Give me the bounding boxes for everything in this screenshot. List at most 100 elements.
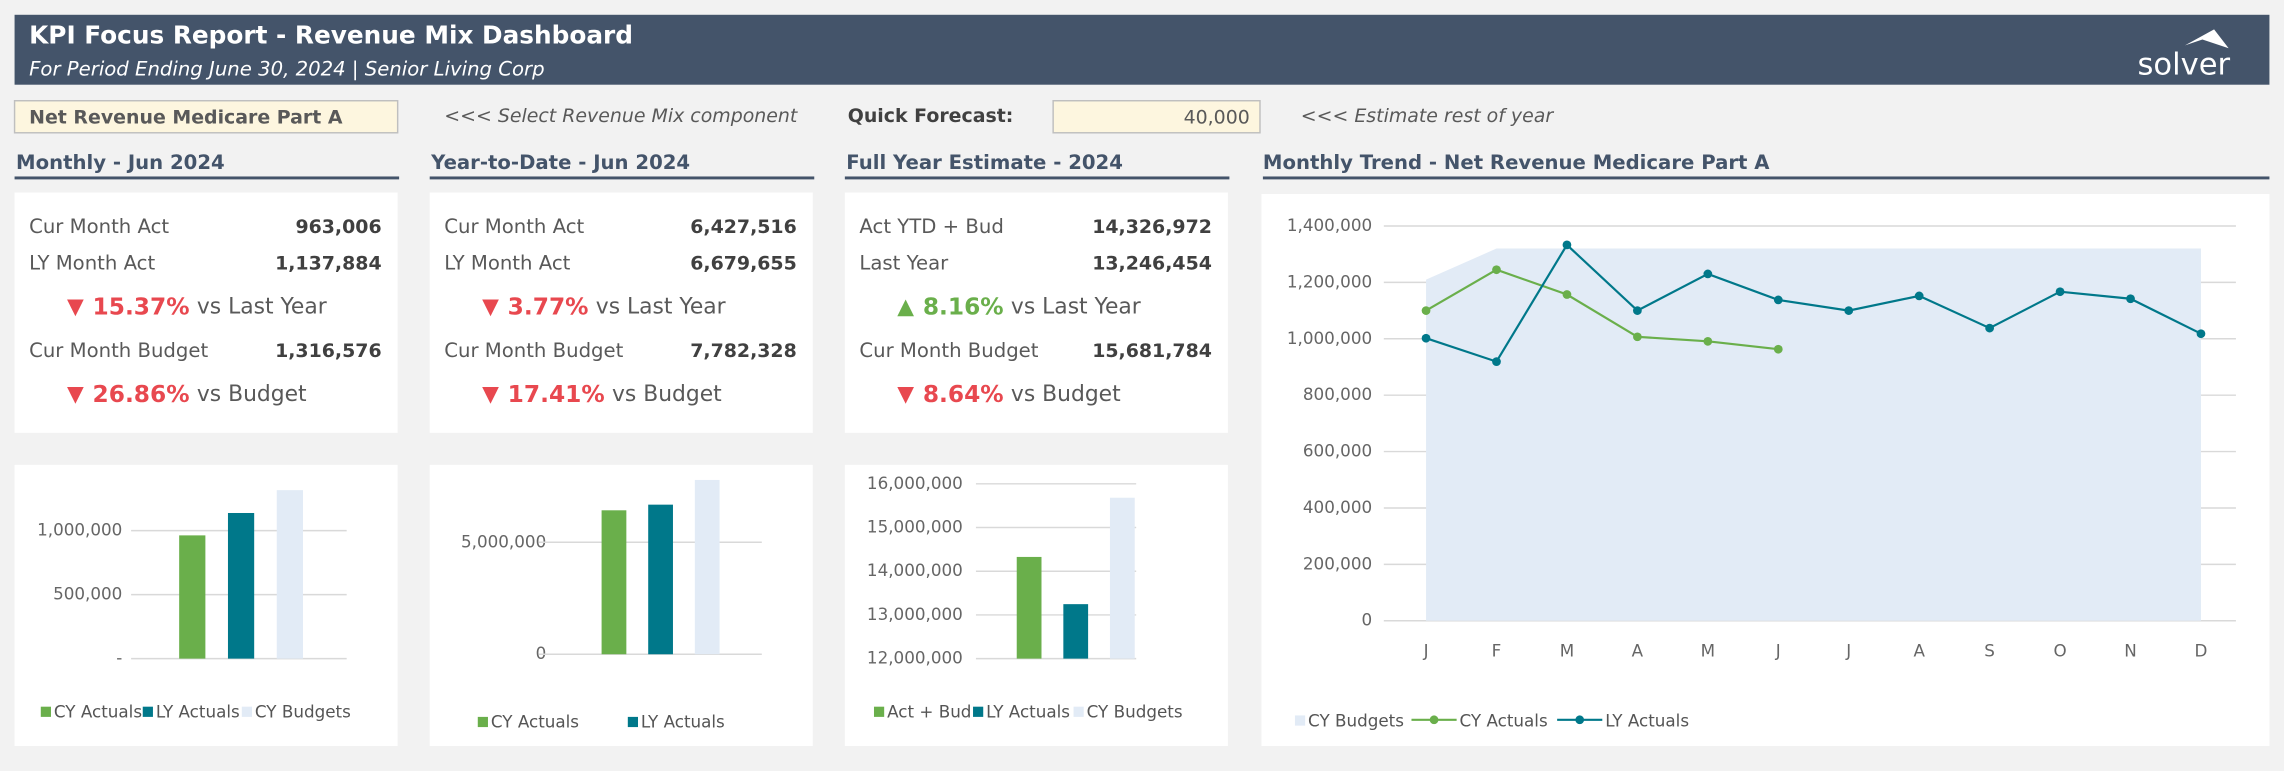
kpi-value: 1,137,884 [275, 252, 382, 274]
legend-label: CY Actuals [1460, 710, 1548, 730]
point [1492, 265, 1501, 275]
legend-swatch [873, 706, 885, 717]
line [1425, 268, 1779, 351]
kpi-label: Cur Month Budget [859, 339, 1038, 362]
y-tick-label: 500,000 [53, 584, 122, 604]
point [2196, 329, 2206, 339]
y-tick-label: 400,000 [1303, 497, 1372, 517]
panel-title: Full Year Estimate - 2024 [846, 151, 1123, 174]
kpi-panel [429, 192, 813, 433]
variance-pct: 8.16% [923, 293, 1004, 320]
variance-label: vs Last Year [1011, 295, 1141, 320]
kpi-value: 1,316,576 [275, 340, 382, 362]
y-tick-label: 0 [536, 643, 547, 663]
bar [601, 510, 627, 655]
point [1844, 306, 1854, 315]
y-tick-label: 14,000,000 [867, 560, 963, 580]
point [1773, 295, 1783, 305]
variance-pct: 17.41% [508, 380, 605, 407]
y-tick-label: 12,000,000 [867, 648, 963, 668]
y-tick-label: 1,400,000 [1287, 215, 1372, 235]
point [1562, 240, 1572, 250]
selector[interactable]: Net Revenue Medicare Part A [29, 107, 343, 129]
kpi-label: LY Month Act [444, 251, 570, 274]
kpi-label: Cur Month Budget [29, 339, 208, 362]
point [1633, 332, 1642, 342]
kpi-label: LY Month Act [29, 251, 155, 274]
point [1421, 306, 1431, 315]
bar [1016, 556, 1042, 659]
header-subtitle: For Period Ending June 30, 2024 | Senior… [29, 58, 544, 81]
kpi-panel [14, 192, 398, 433]
y-tick-label: 1,200,000 [1287, 271, 1372, 291]
legend-label: LY Actuals [156, 702, 240, 722]
variance-label: vs Budget [612, 382, 722, 407]
kpi-label: Cur Month Budget [444, 339, 623, 362]
forecast-value[interactable]: 40,000 [1184, 107, 1250, 129]
forecast-hint: <<< Estimate rest of year [1301, 105, 1555, 127]
variance-arrow: ▼ [67, 295, 84, 320]
forecast-label: Quick Forecast: [848, 105, 1014, 127]
kpi-value: 13,246,454 [1092, 252, 1212, 274]
bar [1109, 497, 1135, 659]
legend-swatch [1073, 706, 1084, 717]
variance-label: vs Last Year [596, 295, 726, 320]
x-tick-label: J [1423, 640, 1429, 660]
legend-swatch [142, 706, 153, 717]
legend-swatch [477, 716, 488, 728]
y-tick-label: 5,000,000 [461, 531, 546, 551]
kpi-value: 6,427,516 [690, 216, 797, 238]
selector-box[interactable] [13, 100, 399, 134]
x-tick-label: N [2124, 640, 2137, 660]
legend-swatch [627, 716, 639, 728]
point [2126, 294, 2135, 304]
bar [1063, 604, 1089, 659]
y-tick-label: 1,000,000 [37, 520, 122, 540]
variance-pct: 15.37% [93, 293, 190, 320]
panel-title: Year-to-Date - Jun 2024 [430, 151, 690, 174]
variance: ▼ 17.41% vs Budget [482, 380, 722, 407]
variance: ▼ 8.64% vs Budget [897, 380, 1121, 407]
logo: solver [2137, 47, 2230, 82]
x-tick-label: O [2053, 640, 2066, 660]
kpi-value: 15,681,784 [1092, 340, 1212, 362]
kpi-label: Cur Month Act [444, 215, 584, 238]
legend-swatch [973, 706, 984, 717]
point [1492, 357, 1501, 366]
legend-swatch [241, 706, 252, 717]
kpi-value: 14,326,972 [1092, 216, 1212, 238]
legend-dot [1429, 715, 1439, 725]
y-tick-label: 800,000 [1303, 384, 1372, 404]
legend-label: Act + Bud [887, 702, 971, 722]
variance-label: vs Budget [197, 382, 307, 407]
x-tick-label: J [1845, 640, 1851, 660]
kpi-label: Last Year [859, 251, 949, 274]
variance: ▲ 8.16% vs Last Year [897, 293, 1141, 320]
y-tick-label: 200,000 [1303, 553, 1372, 573]
point [1985, 323, 1994, 333]
kpi-panel [844, 192, 1228, 433]
y-tick-label: 600,000 [1303, 441, 1372, 461]
kpi-label: Act YTD + Bud [859, 215, 1003, 238]
legend-swatch [1294, 715, 1306, 726]
legend-label: LY Actuals [641, 712, 725, 732]
kpi-value: 6,679,655 [690, 252, 797, 274]
x-tick-label: A [1913, 640, 1925, 660]
bar [648, 504, 673, 655]
header-title: KPI Focus Report - Revenue Mix Dashboard [29, 21, 633, 50]
point [1773, 344, 1783, 354]
point [1633, 306, 1642, 315]
x-tick-label: F [1492, 640, 1502, 660]
variance-label: vs Last Year [197, 295, 327, 320]
variance-label: vs Budget [1011, 382, 1121, 407]
section-rule [429, 176, 815, 180]
legend-dot [1575, 715, 1585, 725]
variance: ▼ 15.37% vs Last Year [67, 293, 327, 320]
forecast-box[interactable] [1052, 100, 1261, 134]
variance-arrow: ▼ [897, 382, 914, 407]
line [1425, 243, 2202, 363]
point [1914, 291, 1924, 301]
legend-label: LY Actuals [986, 702, 1070, 722]
